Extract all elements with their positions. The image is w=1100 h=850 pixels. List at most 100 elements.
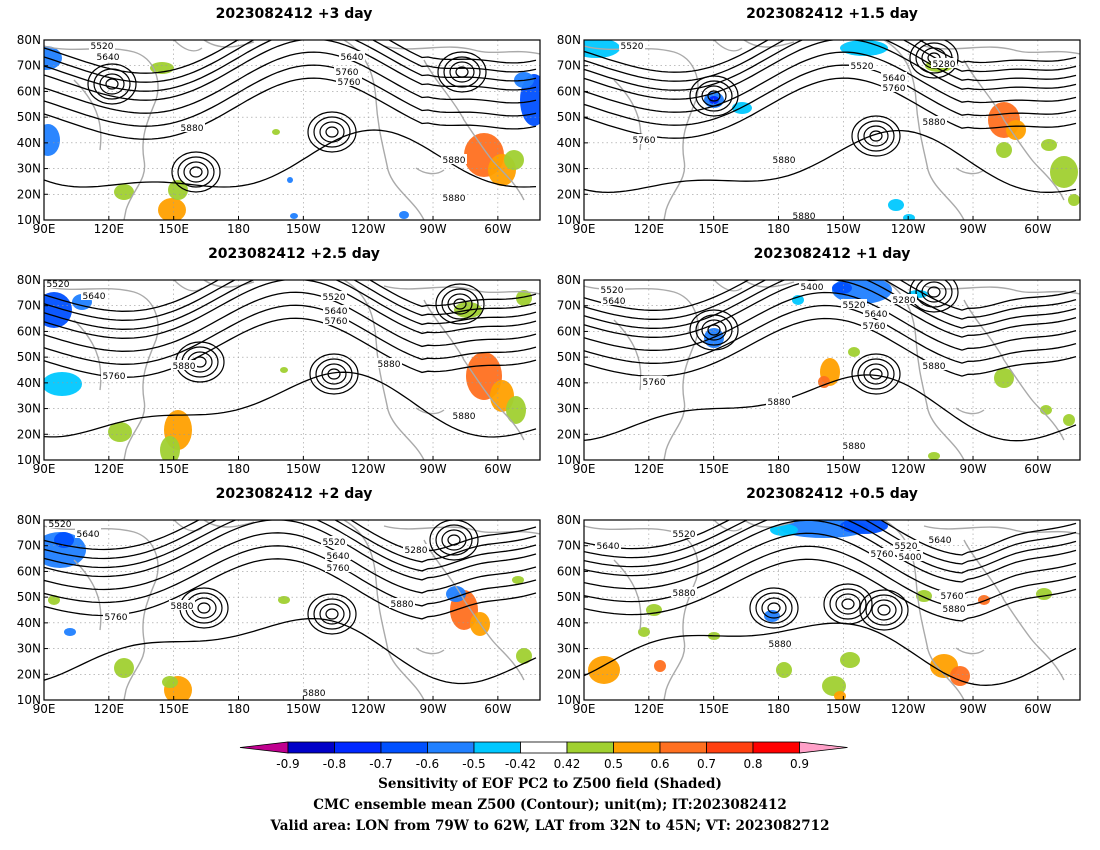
lat-tick-label: 40N [17, 616, 41, 630]
contour-label: 5640 [865, 310, 888, 320]
lat-tick-label: 20N [17, 667, 41, 681]
lat-tick-label: 70N [17, 539, 41, 553]
colorbar-box [381, 742, 428, 753]
lon-tick-label: 150E [158, 702, 189, 716]
lat-tick-label: 50N [557, 590, 581, 604]
colorbar-arrow-right [800, 742, 848, 753]
contour-label: 5760 [633, 136, 656, 146]
lat-tick-label: 20N [557, 667, 581, 681]
contour-label: 5400 [899, 553, 922, 563]
lon-tick-label: 120E [634, 702, 665, 716]
sensitivity-shade [903, 214, 915, 222]
contour-label: 5760 [327, 564, 350, 574]
lon-tick-label: 150E [698, 462, 729, 476]
contour-label: 5880 [391, 600, 414, 610]
lat-tick-label: 60N [557, 324, 581, 338]
colorbar-label: 0.7 [697, 757, 716, 771]
contour-label: 5640 [327, 552, 350, 562]
contour-label: 5280 [405, 546, 428, 556]
lon-tick-label: 180 [227, 702, 250, 716]
lat-tick-label: 60N [557, 84, 581, 98]
contour-label: 5880 [443, 156, 466, 166]
lon-tick-label: 180 [227, 462, 250, 476]
lat-tick-label: 20N [17, 187, 41, 201]
lon-tick-label: 180 [767, 702, 790, 716]
lon-tick-label: 120E [94, 702, 125, 716]
sensitivity-shade [1063, 414, 1075, 426]
contour-label: 5640 [341, 53, 364, 63]
lon-tick-label: 150E [698, 222, 729, 236]
lat-tick-label: 20N [557, 427, 581, 441]
contour-label: 5760 [941, 592, 964, 602]
lat-tick-label: 70N [17, 59, 41, 73]
contour-label: 5880 [171, 602, 194, 612]
contour-label: 5760 [883, 84, 906, 94]
sensitivity-shade [1041, 139, 1057, 151]
lat-tick-label: 70N [557, 59, 581, 73]
caption-line-3: Valid area: LON from 79W to 62W, LAT fro… [0, 818, 1100, 834]
sensitivity-shade [1068, 194, 1080, 206]
panel-title-1: 2023082412 +3 day [148, 6, 440, 22]
colorbar-label: -0.9 [276, 757, 299, 771]
contour-label: 5760 [338, 78, 361, 88]
lon-tick-label: 90E [573, 222, 596, 236]
lon-tick-label: 90W [959, 222, 986, 236]
contour-label: 5400 [801, 283, 824, 293]
lat-tick-label: 20N [557, 187, 581, 201]
sensitivity-shade [162, 676, 178, 688]
contour-label: 5520 [91, 42, 114, 52]
sensitivity-shade [978, 595, 990, 605]
contour-label: 5520 [601, 286, 624, 296]
lon-tick-label: 60W [484, 462, 511, 476]
panel-title-4: 2023082412 +1 day [686, 246, 978, 262]
lat-tick-label: 40N [557, 616, 581, 630]
colorbar-label: 0.42 [554, 757, 581, 771]
contour-label: 5520 [851, 62, 874, 72]
lon-tick-label: 150E [158, 222, 189, 236]
lat-tick-label: 30N [17, 402, 41, 416]
contour-label: 5760 [105, 613, 128, 623]
lat-tick-label: 30N [17, 162, 41, 176]
lat-tick-label: 40N [557, 376, 581, 390]
sensitivity-shade [1050, 156, 1078, 188]
lon-tick-label: 120E [94, 462, 125, 476]
lat-tick-label: 60N [557, 564, 581, 578]
colorbar-label: -0.8 [323, 757, 346, 771]
contour-label: 5520 [323, 293, 346, 303]
contour-label: 5640 [97, 53, 120, 63]
sensitivity-shade [42, 372, 82, 396]
lat-tick-label: 50N [17, 350, 41, 364]
contour-label: 5880 [443, 194, 466, 204]
contour-label: 5760 [863, 322, 886, 332]
sensitivity-shade [928, 452, 940, 460]
lon-tick-label: 150W [286, 462, 321, 476]
contour-label: 5880 [943, 605, 966, 615]
sensitivity-shade [588, 656, 620, 684]
map-panel-2: 55205520 528056405760576058805880588080N7… [584, 40, 1080, 220]
lon-tick-label: 150E [698, 702, 729, 716]
sensitivity-shade [516, 648, 532, 664]
colorbar-box [660, 742, 707, 753]
panel-title-2: 2023082412 +1.5 day [686, 6, 978, 22]
lon-tick-label: 150E [158, 462, 189, 476]
lon-tick-label: 60W [484, 702, 511, 716]
colorbar-label: -0.7 [369, 757, 392, 771]
contour-label: 5880 [453, 412, 476, 422]
map-panel-6: 5640552055205400564057605760588058805880… [584, 520, 1080, 700]
colorbar-arrow-left [240, 742, 288, 753]
lon-tick-label: 150W [826, 702, 861, 716]
sensitivity-shade [1036, 588, 1052, 600]
colorbar-label: 0.5 [604, 757, 623, 771]
colorbar-box [707, 742, 754, 753]
colorbar-label: -0.5 [462, 757, 485, 771]
colorbar-box [335, 742, 382, 753]
map-panel-5: 5520564055205640528057605880 588057605880… [44, 520, 540, 700]
lon-tick-label: 120W [351, 222, 386, 236]
colorbar-box [753, 742, 800, 753]
contour-label: 5880 [768, 398, 791, 408]
sensitivity-shade [840, 40, 888, 56]
lon-tick-label: 60W [1024, 222, 1051, 236]
lat-tick-label: 80N [17, 33, 41, 47]
contour-label: 5280 [933, 60, 956, 70]
caption-line-2: CMC ensemble mean Z500 (Contour); unit(m… [0, 797, 1100, 813]
